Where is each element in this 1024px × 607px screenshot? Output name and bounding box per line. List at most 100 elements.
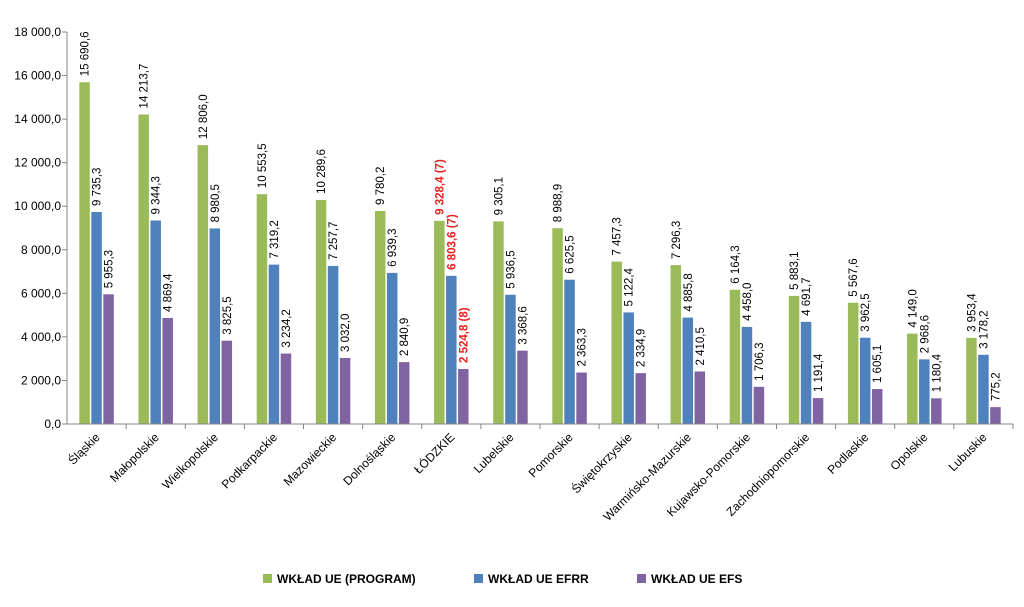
data-label: 7 296,3 [671, 221, 683, 259]
bar-program [611, 261, 622, 424]
y-tick-label: 12 000,0 [14, 156, 61, 170]
bar-efrr [150, 220, 161, 424]
bar-efrr [386, 272, 398, 424]
bar-program [788, 295, 800, 424]
data-label: 9 328,4 (7) [434, 159, 446, 215]
y-tick-label: 0,0 [44, 417, 61, 431]
bar-efrr [268, 264, 280, 424]
data-label: 775,2 [990, 372, 1002, 401]
bar-efrr [446, 275, 457, 424]
bar-efrr [682, 317, 694, 424]
data-label: 4 149,0 [907, 289, 919, 327]
x-tick-label: Świętokrzyskie [568, 429, 635, 496]
data-label: 5 567,6 [848, 258, 860, 296]
data-label: 3 234,2 [281, 309, 293, 347]
data-label: 8 988,9 [553, 184, 565, 222]
data-label: 10 289,6 [316, 149, 328, 194]
data-label: 9 735,3 [92, 168, 104, 206]
data-label: 3 032,0 [340, 314, 352, 352]
x-tick-label: Mazowieckie [281, 430, 340, 489]
bar-program [493, 221, 504, 424]
data-label: 7 319,2 [269, 220, 281, 258]
y-axis: 0,0 2 000,0 4 000,0 6 000,0 8 000,0 10 000,0 1… [14, 25, 68, 431]
data-label: 3 368,6 [517, 306, 529, 344]
data-label: 5 936,5 [505, 250, 517, 288]
bar-efs [990, 407, 1001, 424]
data-label: 9 344,3 [151, 176, 163, 214]
data-label: 5 955,3 [104, 250, 116, 288]
bar-efrr [919, 359, 930, 424]
data-label: 1 191,4 [813, 353, 825, 392]
bar-program [197, 145, 209, 425]
bar-efs [221, 340, 233, 424]
legend-swatch [263, 574, 272, 583]
x-tick-label: Śląskie [65, 429, 103, 467]
data-label: 5 122,4 [624, 267, 636, 306]
data-label: 4 458,0 [742, 283, 754, 321]
data-label: 2 363,3 [577, 328, 589, 366]
data-label: 1 605,1 [872, 345, 884, 383]
x-tick-label: Podkarpackie [219, 430, 281, 492]
data-label: 9 305,1 [493, 177, 505, 215]
bar-program [847, 302, 859, 424]
data-label: 4 869,4 [163, 273, 175, 312]
x-tick-label: Opolskie [888, 430, 931, 473]
data-label: 15 690,6 [80, 32, 92, 77]
data-label: 2 524,8 (8) [458, 307, 470, 363]
bar-efs [931, 398, 942, 424]
bar-program [79, 82, 90, 424]
bar-efrr [91, 211, 102, 424]
data-label: 3 953,4 [966, 293, 978, 332]
data-label: 3 178,2 [978, 310, 990, 348]
data-label: 2 334,9 [636, 329, 648, 367]
bar-program [434, 220, 445, 424]
y-tick-label: 18 000,0 [14, 25, 61, 39]
x-tick-label: Pomorskie [526, 430, 576, 480]
data-label: 9 780,2 [375, 167, 387, 205]
bar-efs [753, 386, 765, 424]
bar-efs [458, 369, 469, 424]
x-axis: Śląskie MałopolskieWielkopolskiePodkarpac… [65, 423, 1014, 524]
bar-program [729, 289, 741, 424]
bar-efs [398, 362, 410, 424]
bar-program [256, 194, 268, 424]
bar-efrr [564, 279, 575, 424]
bar-efs [694, 371, 706, 424]
legend-swatch [474, 574, 483, 583]
data-label: 3 962,5 [860, 293, 872, 331]
data-label: 14 213,7 [139, 64, 151, 109]
data-label: 6 939,3 [387, 229, 399, 267]
legend: WKŁAD UE (PROGRAM) WKŁAD UE EFRR WKŁAD UE … [263, 572, 742, 586]
y-tick-label: 14 000,0 [14, 112, 61, 126]
legend-label: WKŁAD UE EFS [651, 572, 742, 586]
bar-efrr [623, 312, 634, 424]
data-label: 6 803,6 (7) [446, 214, 458, 270]
data-label: 10 553,5 [257, 143, 269, 188]
value-labels: 15 690,6 9 735,3 5 955,3 14 213,7 9 344,3 4 8… [80, 32, 1003, 402]
data-label: 2 840,9 [399, 318, 411, 356]
bar-program [907, 333, 918, 424]
bar-efrr [978, 354, 989, 424]
bar-efrr [741, 326, 753, 424]
bar-efs [812, 398, 824, 424]
data-label: 2 968,6 [919, 315, 931, 353]
bar-efrr [209, 228, 221, 424]
data-label: 1 180,4 [931, 353, 943, 392]
y-tick-label: 2 000,0 [21, 373, 61, 387]
bar-program [138, 114, 149, 424]
y-tick-label: 6 000,0 [21, 286, 61, 300]
data-label: 7 457,3 [612, 217, 624, 255]
bar-efs [162, 317, 173, 424]
y-tick-label: 8 000,0 [21, 243, 61, 257]
data-label: 8 980,5 [210, 184, 222, 222]
bar-efs [280, 353, 292, 424]
bar-efs [103, 294, 114, 424]
x-tick-label: Dolnośląskie [340, 430, 398, 488]
x-tick-label: Lubelskie [471, 430, 517, 476]
x-tick-label: Lubuskie [946, 430, 990, 474]
bar-program [552, 228, 563, 424]
x-tick-label: Wielkopolskie [159, 430, 221, 492]
bars [79, 82, 1001, 425]
data-label: 3 825,5 [222, 296, 234, 334]
bar-efs [576, 372, 587, 424]
